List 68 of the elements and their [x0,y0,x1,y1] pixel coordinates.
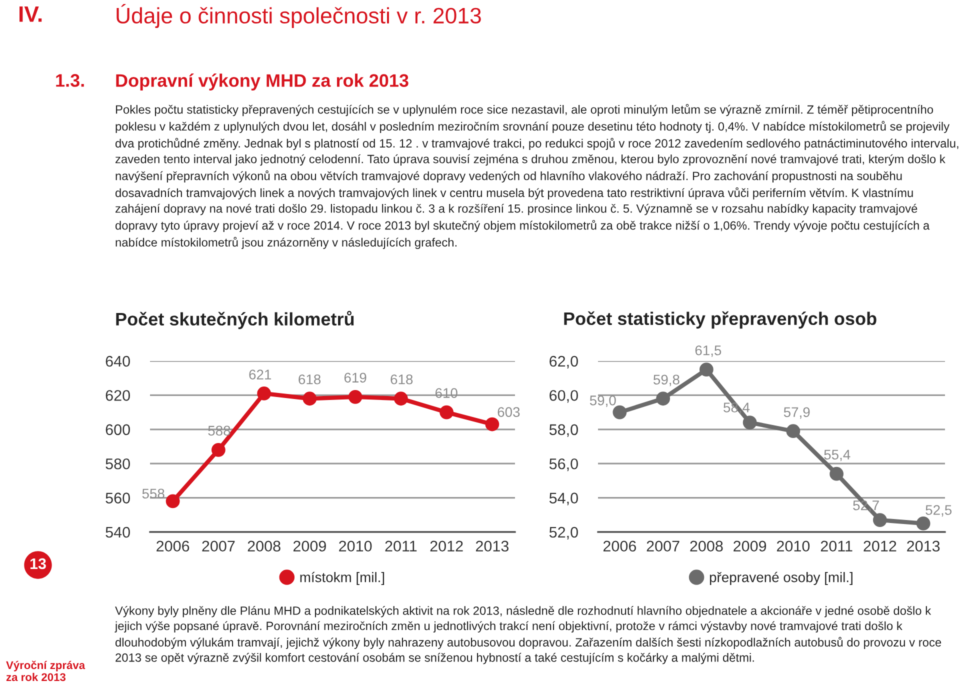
legend-label: přepravené osoby [mil.] [710,572,852,585]
y-tick-label: 560 [106,492,130,504]
y-tick-label: 58,0 [549,424,578,437]
y-tick-label: 52,0 [549,526,578,540]
x-tick-label: 2008 [690,540,723,552]
data-label: 59,8 [654,374,680,386]
point [211,442,226,457]
text: Údaje o činnosti společnosti v r. 2013 [116,4,481,28]
text: 13 [30,558,46,570]
point [394,392,408,406]
text: Pokles počtu statisticky přepravených cestujících se v uplynulém roce sice nezastavil, ale oproti minulým letům se výrazně zmírnil. Z téměř pětiprocentního poklesu v každém z uplynulých dvou let, dosáhl v posledním meziročním srovnání pouze desetinu této hodnoty tj. 0,4%. V nabídce místokilometrů se projevily dva protichůdné změny. Jednak byl s platností od 15. 12 . v tramvajové trakci, po redukci spojů v roce 2012 zavedením sedlového patnáctiminutového intervalu, zaveden tento interval jako jednotný celodenní. Tato úprava souvisí zejména s druhou změnou, kterou bylo zprovoznění nové tramvajové trati, kterým došlo k navýšení přepravních výkonů na obou větvích tramvajové dopravy vedených od hlavního vlakového nádraží. Pro zachování propustnosti na souběhu dosavadních tramvajových linek a nových tramvajových linek v centru musela být provedena tato restriktivní úprava vůči periferním větvím. K vlastnímu zahájení dopravy na nové trati došlo 29. listopadu linkou č. 3 a k rozšíření 15. prosince linkou č. 5. Významně se v rozsahu nabídky kapacity tramvajové dopravy tyto úpravy projeví až v roce 2014. V roce 2013 byl skutečný objem místokilometrů za obě trakce nižší o 1,06%. Trendy vývoje počtu cestujících a nabídce místokilometrů jsou znázorněny v následujících grafech. [115,104,958,249]
y-tick-label: 620 [106,390,130,401]
point [440,405,454,420]
y-tick-label: 580 [106,458,130,470]
data-label: 52,5 [926,505,952,517]
point [742,416,757,430]
point [485,417,500,432]
data-label: 618 [390,374,413,384]
text: Výroční zpráva za rok 2013 [6,660,86,682]
y-tick-label: 600 [106,424,130,436]
text: Dopravní výkony MHD za rok 2013 [116,74,408,90]
point [830,466,844,481]
x-tick-label: 2010 [776,540,810,552]
x-tick-label: 2008 [248,540,280,552]
data-label: 619 [344,372,366,383]
x-tick-label: 2009 [734,540,766,552]
data-label: 621 [249,370,272,380]
legend-label: místokm [mil.] [300,572,384,585]
point [872,513,887,527]
x-tick-label: 2007 [202,540,235,552]
text: Výkony byly plněny dle Plánu MHD a podnikatelských aktivit na rok 2013, následně dle rozhodnutí hlavního objednatele a akcionáře v jedné osobě došlo k jejich výše popsané úpravě. Porovnání meziročních změn u jednotlivých trakcí není objektivní, protože v rámci výstavby nové tramvajové trati došlo k dlouhodobým výlukám tramvají, jejichž výkony byly nahrazeny autobusovou dopravou. Zařazením dalších šesti nízkopodlažních autobusů do provozu v roce 2013 se opět výrazně zvýšil komfort cestování osobám se sníženou hybností a také cestujícím s kočárky a malými dětmi. [114,606,942,664]
chart-title: Počet skutečných kilometrů [116,310,354,330]
data-label: 603 [498,407,520,417]
point [656,392,670,406]
x-tick-label: 2011 [385,540,417,552]
data-label: 558 [142,488,164,499]
y-tick-label: 640 [106,356,130,367]
point [916,516,930,530]
data-label: 618 [298,374,321,384]
point [302,392,317,406]
y-tick-label: 62,0 [550,356,578,368]
x-tick-label: 2007 [646,540,680,552]
data-label: 55,4 [824,450,850,462]
x-tick-label: 2012 [864,540,896,552]
y-tick-label: 60,0 [550,390,578,403]
y-tick-label: 540 [106,526,130,538]
x-tick-label: 2010 [339,540,372,552]
x-tick-label: 2012 [430,540,463,552]
point [699,362,714,376]
point [348,390,362,404]
data-label: 61,5 [695,345,722,357]
data-label: 57,9 [784,407,810,419]
point [786,424,800,438]
data-label: 59,0 [590,396,616,407]
x-tick-label: 2006 [603,540,636,552]
text: 1.3. [56,74,84,87]
x-tick-label: 2006 [156,540,190,552]
y-tick-label: 54,0 [549,492,578,506]
text: IV. [19,6,42,22]
x-tick-label: 2011 [820,540,852,552]
x-tick-label: 2013 [907,540,940,552]
chart-title: Počet statisticky přepravených osob [564,311,876,329]
y-tick-label: 56,0 [549,458,578,472]
x-tick-label: 2013 [476,540,509,552]
point [612,405,627,420]
x-tick-label: 2009 [293,540,326,552]
point [257,386,272,400]
point [166,494,180,508]
